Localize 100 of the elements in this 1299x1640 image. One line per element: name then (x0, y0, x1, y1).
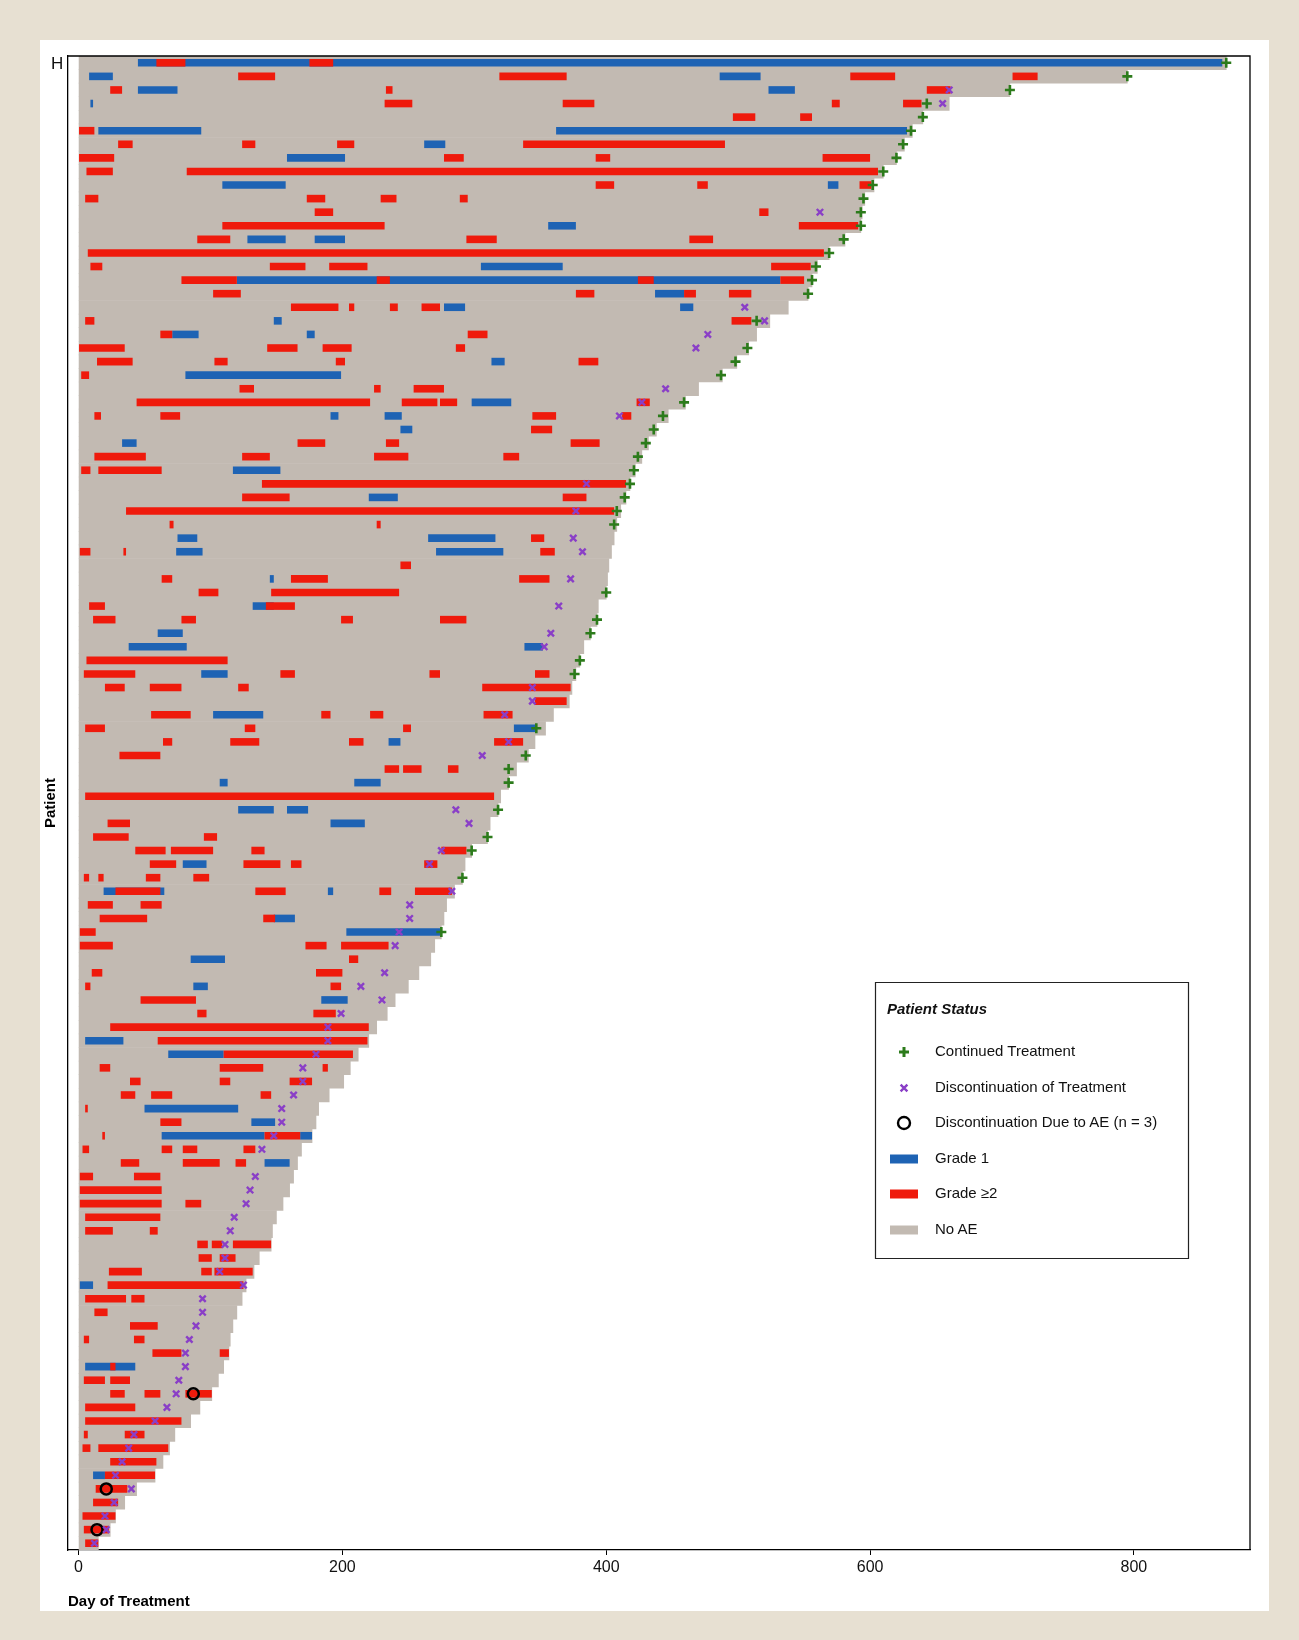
point (876, 165, 890, 178)
bar (145, 873, 161, 882)
bar (255, 887, 286, 896)
bar (523, 140, 725, 149)
bar (213, 710, 264, 719)
bar (131, 1294, 145, 1303)
bar (230, 738, 260, 746)
bar (198, 1254, 212, 1262)
bar (831, 99, 840, 108)
bar (156, 58, 186, 67)
bar (286, 154, 346, 162)
bar (376, 520, 381, 529)
bar (471, 398, 512, 407)
bar (119, 751, 161, 760)
bar (306, 330, 315, 339)
bar (321, 710, 331, 719)
point (904, 124, 918, 137)
bar (98, 873, 104, 882)
bar (160, 330, 173, 339)
bar (269, 262, 306, 271)
bar (424, 140, 446, 149)
bar (314, 235, 346, 244)
bar (133, 1335, 145, 1344)
bar (719, 72, 761, 81)
bar (94, 1308, 108, 1317)
bar (89, 72, 113, 81)
bar (447, 765, 459, 773)
bar (466, 235, 497, 244)
bar (244, 724, 256, 733)
bar (428, 534, 496, 542)
bar (443, 154, 464, 162)
bar (157, 629, 183, 638)
bar (556, 126, 908, 135)
bar (309, 58, 334, 67)
bar (98, 126, 202, 135)
x-tick-label: 800 (1120, 1558, 1148, 1576)
bar (83, 1430, 88, 1439)
bar (85, 1403, 136, 1412)
point (99, 1482, 114, 1496)
bar (562, 99, 595, 108)
bar (135, 846, 166, 855)
bar (83, 670, 136, 678)
bar (110, 1376, 130, 1385)
legend-label: No AE (935, 1220, 978, 1238)
bar (197, 1009, 207, 1018)
bar (531, 425, 553, 434)
bar (728, 289, 752, 298)
bar (575, 289, 595, 298)
bar (185, 1199, 202, 1208)
bar (859, 181, 872, 189)
bar (81, 371, 90, 379)
point (809, 260, 823, 273)
bar (85, 1227, 113, 1235)
bar (731, 317, 752, 325)
bar (384, 765, 400, 773)
bar (264, 1159, 290, 1167)
bar (201, 670, 228, 678)
bar (128, 643, 187, 651)
bar (136, 398, 371, 407)
point (590, 613, 604, 626)
bar (85, 1417, 182, 1425)
bar (98, 466, 162, 475)
bar (120, 1091, 136, 1099)
bar (247, 235, 286, 244)
bar (108, 1267, 142, 1276)
bar (193, 873, 210, 882)
point (573, 654, 587, 667)
bar (535, 697, 567, 705)
bar (79, 344, 125, 352)
bar (306, 194, 326, 203)
bar (348, 738, 364, 746)
point (750, 314, 763, 328)
bar (305, 941, 327, 950)
bar (85, 1104, 88, 1113)
bar (798, 221, 859, 230)
bar (160, 412, 181, 420)
bar (152, 1349, 182, 1357)
point (607, 518, 621, 531)
bar (403, 765, 422, 773)
bar (87, 901, 113, 909)
bar (232, 466, 281, 475)
bar (239, 384, 255, 393)
bar (85, 194, 99, 203)
bar (384, 412, 402, 420)
point (481, 830, 494, 844)
bar (104, 1471, 156, 1480)
bar (697, 181, 708, 189)
bar (732, 113, 756, 121)
text: H (51, 53, 64, 73)
bar (403, 724, 411, 733)
bar (161, 575, 173, 583)
bar (327, 887, 334, 896)
bar (269, 575, 274, 583)
bar (519, 575, 550, 583)
bar (595, 154, 611, 162)
bar (203, 833, 218, 841)
bar (79, 154, 115, 162)
bar (160, 1118, 182, 1126)
point (456, 871, 469, 884)
point (656, 409, 670, 423)
